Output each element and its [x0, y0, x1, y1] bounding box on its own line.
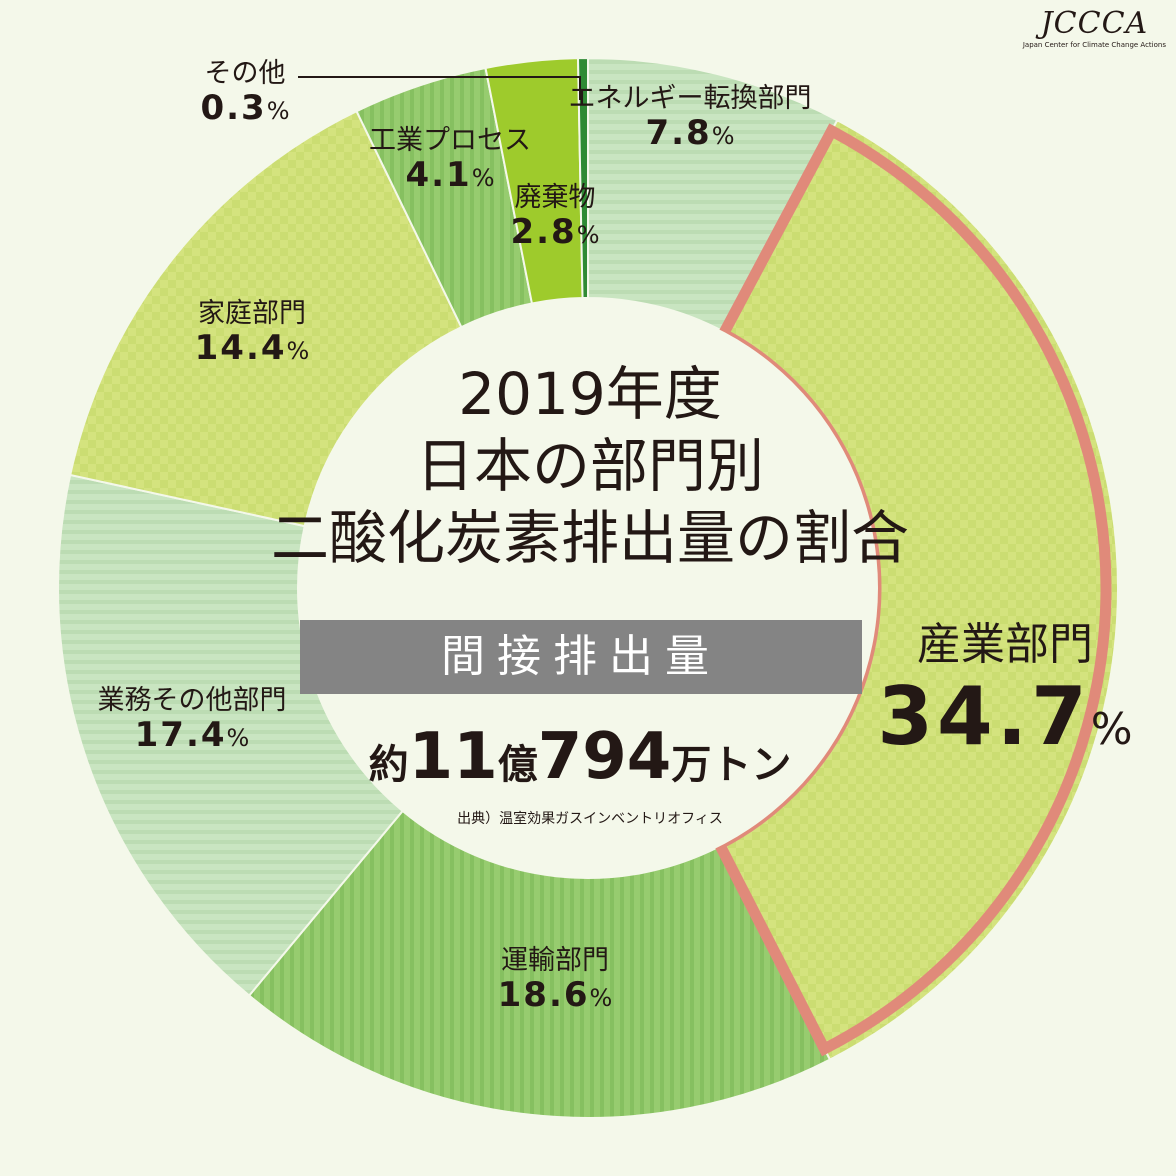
leader-line	[298, 76, 581, 100]
slice-name: 廃棄物	[514, 182, 596, 213]
slice-name: エネルギー転換部門	[568, 83, 812, 114]
slice-name: 運輸部門	[501, 945, 609, 976]
slice-label-2: 業務その他部門 17.4%	[42, 685, 342, 755]
slice-name: 業務その他部門	[97, 685, 287, 716]
slice-name: 工業プロセス	[369, 125, 531, 156]
slice-label-4: 工業プロセス 4.1%	[300, 125, 600, 195]
slice-name: 産業部門	[917, 619, 1093, 670]
slice-value: 2.8%	[510, 212, 600, 253]
slice-label-0: 産業部門 34.7%	[855, 619, 1155, 763]
slice-label-3: 家庭部門 14.4%	[102, 298, 402, 368]
slice-label-6: その他 0.3%	[95, 58, 395, 128]
jccca-logo: JCCCA Japan Center for Climate Change Ac…	[1022, 6, 1166, 49]
source-note: 出典）温室効果ガスインベントリオフィス	[457, 811, 723, 827]
slice-value: 0.3%	[200, 88, 290, 129]
slice-value: 4.1%	[405, 155, 495, 196]
slice-value: 34.7%	[877, 669, 1133, 763]
slice-label-1: 運輸部門 18.6%	[405, 945, 705, 1015]
slice-value: 7.8%	[645, 113, 735, 154]
chart-subtitle-band: 間接排出量	[300, 620, 862, 694]
chart-title: 2019年度 日本の部門別 二酸化炭素排出量の割合	[270, 360, 909, 572]
slice-name: 家庭部門	[198, 298, 306, 329]
total-emissions: 約11億794万トン	[368, 720, 792, 794]
slice-label-7: エネルギー転換部門 7.8%	[540, 83, 840, 153]
slice-name: その他	[204, 58, 286, 89]
slice-value: 17.4%	[134, 715, 250, 756]
slice-value: 18.6%	[497, 975, 613, 1016]
slice-value: 14.4%	[194, 328, 310, 369]
slice-label-5: 廃棄物 2.8%	[405, 182, 705, 252]
